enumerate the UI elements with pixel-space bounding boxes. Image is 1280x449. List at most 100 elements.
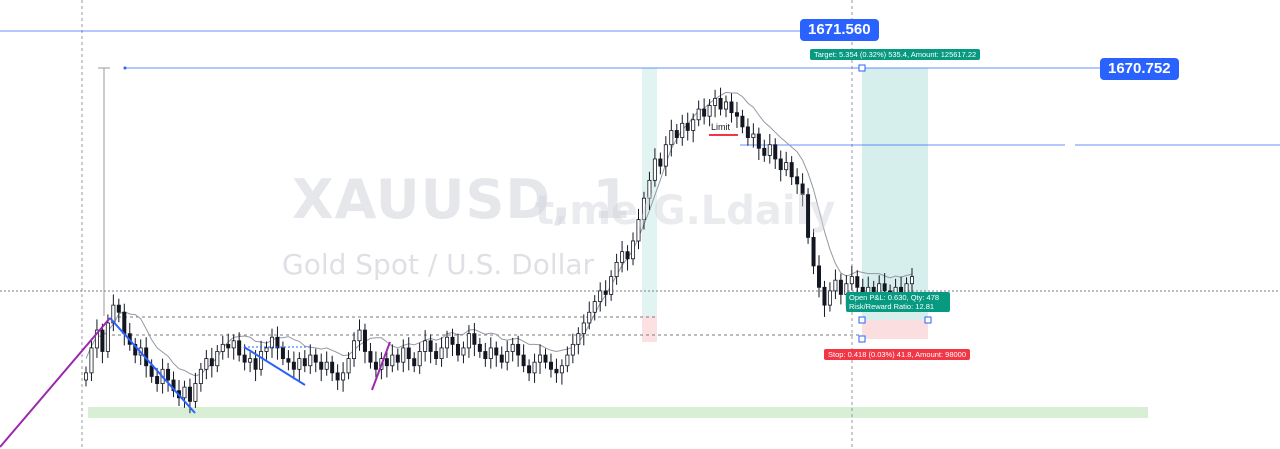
candle[interactable]: [122, 311, 127, 335]
candle[interactable]: [499, 354, 504, 363]
purple-trendline-right[interactable]: [371, 341, 391, 391]
candle[interactable]: [680, 122, 685, 138]
candle[interactable]: [784, 162, 789, 171]
candle[interactable]: [647, 179, 652, 199]
candle[interactable]: [598, 290, 603, 302]
candle[interactable]: [198, 368, 203, 384]
candle[interactable]: [538, 354, 543, 363]
candle[interactable]: [603, 290, 608, 295]
candle[interactable]: [789, 162, 794, 178]
candle[interactable]: [592, 301, 597, 313]
candle[interactable]: [625, 251, 630, 260]
candle[interactable]: [231, 340, 236, 349]
support-zone[interactable]: [88, 407, 1148, 418]
candle[interactable]: [461, 347, 466, 356]
candle[interactable]: [187, 386, 192, 402]
candle[interactable]: [155, 376, 160, 384]
candle[interactable]: [521, 354, 526, 367]
candle[interactable]: [319, 361, 324, 370]
candle[interactable]: [833, 279, 838, 292]
candle[interactable]: [494, 347, 499, 356]
candle[interactable]: [406, 347, 411, 360]
candle[interactable]: [209, 358, 214, 367]
candle[interactable]: [707, 105, 712, 117]
candle[interactable]: [302, 358, 307, 367]
candle[interactable]: [395, 354, 400, 363]
candle[interactable]: [773, 144, 778, 160]
candle[interactable]: [313, 354, 318, 363]
candle[interactable]: [220, 343, 225, 352]
candle[interactable]: [724, 101, 729, 110]
candle[interactable]: [532, 361, 537, 374]
stop-handle[interactable]: [858, 335, 866, 343]
loss-zone[interactable]: [862, 320, 928, 339]
candle[interactable]: [428, 340, 433, 352]
candle[interactable]: [226, 343, 231, 349]
candle[interactable]: [663, 144, 668, 167]
candle[interactable]: [641, 197, 646, 220]
blue-trendline-a[interactable]: [109, 317, 196, 414]
profit-zone[interactable]: [862, 68, 928, 320]
candle[interactable]: [450, 336, 455, 345]
candle[interactable]: [166, 368, 171, 381]
candle[interactable]: [324, 361, 329, 370]
target-handle[interactable]: [858, 64, 866, 72]
candle[interactable]: [543, 354, 548, 363]
candle[interactable]: [84, 372, 89, 381]
candle[interactable]: [554, 368, 559, 374]
candle[interactable]: [620, 251, 625, 263]
candle[interactable]: [510, 343, 515, 352]
candle[interactable]: [778, 158, 783, 171]
entry-handle-left[interactable]: [858, 316, 866, 324]
candle[interactable]: [745, 126, 750, 138]
price-label-target[interactable]: 1670.752: [1100, 58, 1179, 80]
candle[interactable]: [434, 351, 439, 360]
candle[interactable]: [373, 361, 378, 370]
candle[interactable]: [368, 351, 373, 363]
candle[interactable]: [352, 340, 357, 360]
candle[interactable]: [330, 361, 335, 374]
candle[interactable]: [740, 115, 745, 128]
candle[interactable]: [751, 133, 756, 138]
candle[interactable]: [362, 329, 367, 352]
candle[interactable]: [286, 358, 291, 363]
candle[interactable]: [767, 144, 772, 156]
candle[interactable]: [116, 304, 121, 313]
candle[interactable]: [171, 379, 176, 392]
candle[interactable]: [527, 365, 532, 374]
candle[interactable]: [401, 347, 406, 363]
candle[interactable]: [800, 183, 805, 196]
candle[interactable]: [849, 276, 854, 285]
candle[interactable]: [149, 365, 154, 377]
candle[interactable]: [696, 108, 701, 121]
candle[interactable]: [652, 158, 657, 181]
candle[interactable]: [259, 351, 264, 370]
candle[interactable]: [89, 347, 94, 374]
candle[interactable]: [346, 358, 351, 374]
candle[interactable]: [275, 336, 280, 349]
candle[interactable]: [570, 343, 575, 356]
candle[interactable]: [691, 119, 696, 131]
candle[interactable]: [910, 276, 915, 285]
candle[interactable]: [729, 101, 734, 114]
candle[interactable]: [483, 351, 488, 360]
anchor-dot[interactable]: [123, 66, 127, 70]
candle[interactable]: [548, 361, 553, 370]
candle[interactable]: [811, 237, 816, 267]
candle[interactable]: [614, 261, 619, 278]
candle[interactable]: [193, 383, 198, 402]
candle[interactable]: [631, 240, 636, 260]
candle[interactable]: [215, 351, 220, 367]
candle[interactable]: [855, 276, 860, 288]
candle[interactable]: [576, 333, 581, 345]
price-label-upper[interactable]: 1671.560: [800, 19, 879, 41]
candle[interactable]: [516, 343, 521, 356]
entry-handle-right[interactable]: [924, 316, 932, 324]
candle[interactable]: [795, 176, 800, 185]
candle[interactable]: [674, 130, 679, 138]
candle[interactable]: [291, 361, 296, 370]
candle[interactable]: [756, 133, 761, 149]
candle[interactable]: [105, 322, 110, 352]
candle[interactable]: [581, 322, 586, 335]
